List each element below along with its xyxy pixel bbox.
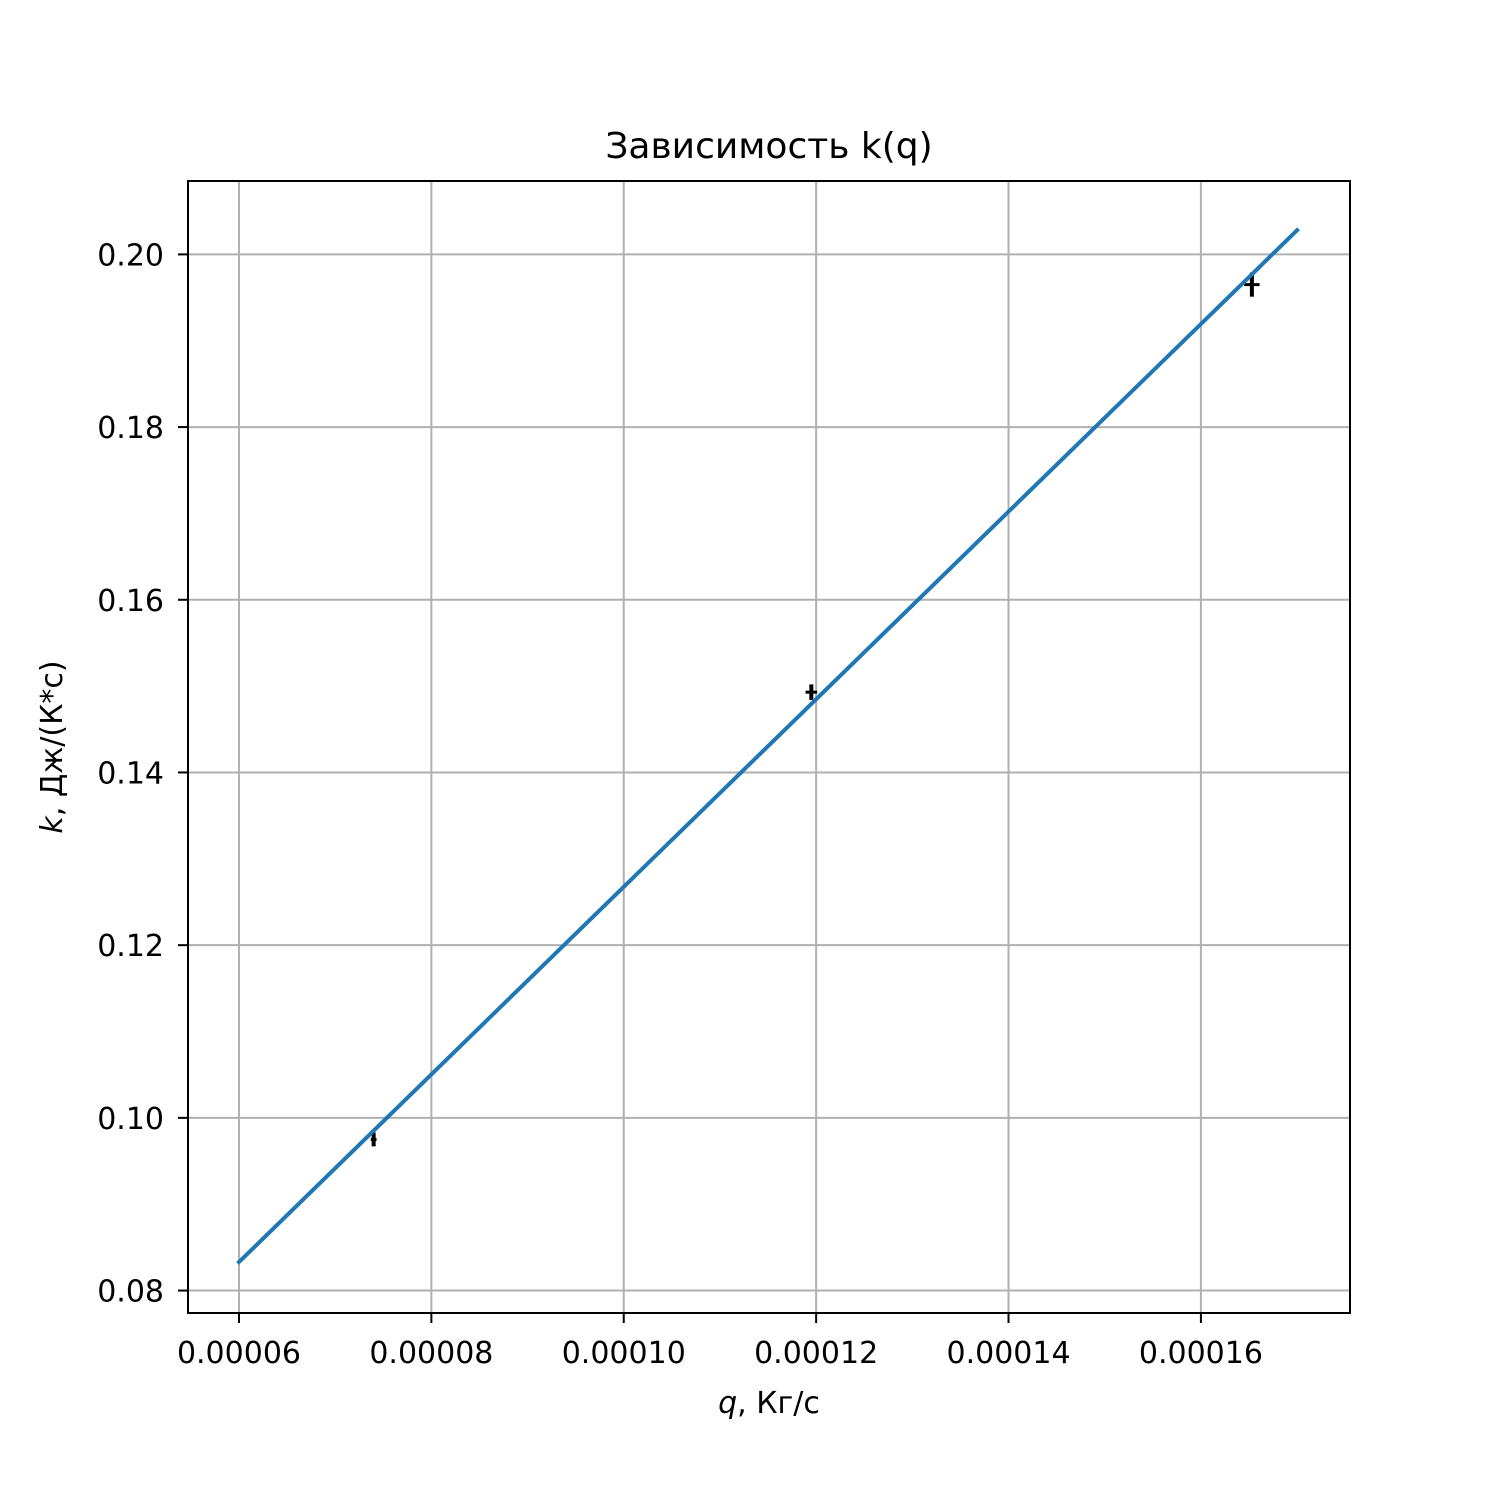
y-tick-label: 0.16 (97, 584, 164, 619)
y-tick-label: 0.12 (97, 929, 164, 964)
y-axis-label-unit: , Дж/(К*с) (35, 660, 70, 816)
y-tick-label: 0.14 (97, 756, 164, 791)
chart-title: Зависимость k(q) (605, 126, 932, 167)
y-tick-label: 0.18 (97, 411, 164, 446)
grid-lines (188, 181, 1350, 1313)
data-point (370, 1132, 377, 1147)
x-tick-label: 0.00006 (177, 1336, 301, 1371)
x-tick-label: 0.00012 (754, 1336, 878, 1371)
plot-frame (187, 180, 1351, 1314)
y-tick-label: 0.20 (97, 238, 164, 273)
axis-ticks: 0.00006 0.00008 0.00010 0.00012 0.00014 0.000… (97, 238, 1263, 1371)
y-tick-label: 0.10 (97, 1102, 164, 1137)
y-axis-label-variable: k (35, 815, 70, 834)
fit-line (236, 227, 1300, 1265)
x-tick-label: 0.00014 (946, 1336, 1070, 1371)
x-tick-label: 0.00008 (369, 1336, 493, 1371)
x-axis-label-unit: , Кг/с (737, 1386, 820, 1421)
plot-data (236, 227, 1300, 1265)
y-tick-label: 0.08 (97, 1275, 164, 1310)
y-axis-label: k, Дж/(К*с) (35, 660, 70, 833)
x-tick-label: 0.00016 (1139, 1336, 1263, 1371)
x-tick-label: 0.00010 (562, 1336, 686, 1371)
data-point (805, 684, 818, 700)
x-axis-label: q, Кг/с (718, 1386, 820, 1421)
x-axis-label-variable: q (718, 1386, 737, 1421)
